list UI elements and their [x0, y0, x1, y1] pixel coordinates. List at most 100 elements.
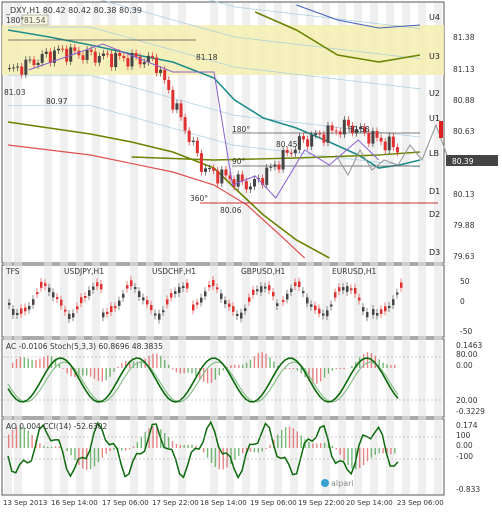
candle-body — [241, 174, 244, 181]
candle-body — [371, 131, 374, 143]
stoch-histogram-bar — [262, 352, 263, 368]
session-stripe — [146, 3, 154, 494]
candle-body — [16, 67, 19, 68]
cci-histogram-bar — [371, 448, 372, 458]
cci-histogram-bar — [180, 445, 181, 448]
corr-body — [114, 306, 117, 308]
cci-histogram-bar — [215, 448, 216, 467]
corr-body — [334, 292, 337, 297]
corr-body — [52, 292, 55, 297]
corr-body — [134, 287, 137, 289]
session-stripe — [76, 3, 84, 494]
level-label-d2: D2 — [429, 210, 440, 219]
candle-body — [233, 179, 236, 187]
corr-body — [16, 313, 19, 315]
corr-body — [290, 289, 293, 293]
session-stripe — [354, 3, 362, 494]
cci-histogram-bar — [382, 448, 383, 453]
stoch-histogram-bar — [156, 354, 157, 368]
watermark: alpari — [331, 479, 354, 488]
stoch-histogram-bar — [293, 368, 294, 369]
corr-body — [122, 294, 125, 298]
corr-body — [272, 292, 275, 296]
stoch-histogram-bar — [191, 368, 192, 374]
cci-histogram-bar — [332, 446, 333, 448]
corr-body — [102, 312, 105, 317]
stoch-histogram-bar — [340, 368, 341, 369]
corr-tick: -50 — [460, 327, 472, 336]
annotation-180-top: 180° — [6, 16, 24, 25]
corr-label-tfs: TFS — [5, 267, 20, 276]
session-stripe — [44, 3, 52, 494]
corr-body — [350, 288, 353, 290]
candle-body — [184, 117, 187, 130]
cci-histogram-bar — [285, 427, 286, 448]
stoch-histogram-bar — [297, 368, 298, 370]
price-marker — [439, 121, 443, 138]
alpari-logo-icon — [321, 479, 329, 487]
corr-body — [216, 287, 219, 289]
cci-histogram-bar — [164, 433, 165, 448]
cci-histogram-bar — [51, 447, 52, 448]
candle-body — [118, 53, 121, 56]
cci-histogram-bar — [293, 428, 294, 448]
stoch-histogram-bar — [328, 368, 329, 374]
cci-histogram-bar — [109, 448, 110, 451]
stoch-histogram-bar — [109, 368, 110, 377]
corr-body — [354, 288, 357, 294]
cci-histogram-bar — [226, 448, 227, 467]
stoch-histogram-bar — [28, 359, 29, 368]
candle-body — [310, 135, 313, 146]
corr-body — [186, 283, 189, 289]
corr-body — [224, 300, 227, 304]
session-stripe — [60, 3, 68, 494]
candle-body — [122, 56, 125, 58]
candle-body — [135, 53, 138, 57]
candle-body — [110, 54, 113, 67]
candle-body — [278, 165, 281, 170]
candle-body — [73, 47, 76, 50]
corr-body — [158, 314, 161, 320]
session-stripe — [130, 3, 138, 494]
cci-histogram-bar — [141, 437, 142, 448]
cci-histogram-bar — [187, 445, 188, 448]
cci-histogram-bar — [281, 430, 282, 448]
annotation-360: 360° — [190, 194, 208, 203]
stoch-tick: 20.00 — [456, 396, 478, 405]
stoch-histogram-bar — [254, 356, 255, 368]
candle-body — [265, 168, 268, 185]
cci-histogram-bar — [297, 431, 298, 448]
corr-body — [32, 299, 35, 305]
candle-body — [86, 50, 89, 60]
corr-body — [326, 310, 329, 316]
corr-body — [256, 289, 259, 291]
corr-label-gbpusd: GBPUSD,H1 — [241, 267, 286, 276]
candle-body — [45, 52, 48, 54]
candle-body — [12, 67, 15, 68]
price-tick: 81.13 — [453, 65, 475, 74]
stoch-histogram-bar — [31, 360, 32, 368]
stoch-histogram-bar — [215, 368, 216, 380]
candle-body — [180, 103, 183, 117]
cci-histogram-bar — [363, 448, 364, 465]
corr-body — [212, 280, 215, 286]
stoch-histogram-bar — [117, 367, 118, 368]
cci-histogram-bar — [191, 445, 192, 448]
stoch-histogram-bar — [211, 368, 212, 383]
corr-body — [100, 284, 103, 289]
corr-body — [294, 282, 297, 286]
candle-body — [114, 53, 117, 67]
symbol-header: _DXY,H1 80.42 80.42 80.38 80.39 — [5, 6, 142, 15]
annotation-80-06: 80.06 — [220, 206, 242, 215]
candle-body — [380, 138, 383, 142]
stoch-histogram-bar — [20, 357, 21, 368]
cci-histogram-bar — [59, 447, 60, 448]
corr-body — [196, 302, 199, 304]
candle-body — [367, 133, 370, 144]
stoch-histogram-bar — [246, 363, 247, 368]
corr-body — [182, 286, 185, 288]
stoch-histogram-bar — [238, 365, 239, 368]
stoch-histogram-bar — [63, 368, 64, 369]
candle-body — [167, 80, 170, 90]
